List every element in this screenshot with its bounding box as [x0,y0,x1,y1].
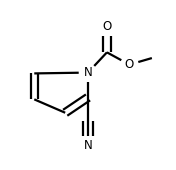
Text: O: O [102,20,112,33]
Text: N: N [84,66,92,79]
Text: O: O [125,58,134,71]
Text: N: N [84,139,92,152]
